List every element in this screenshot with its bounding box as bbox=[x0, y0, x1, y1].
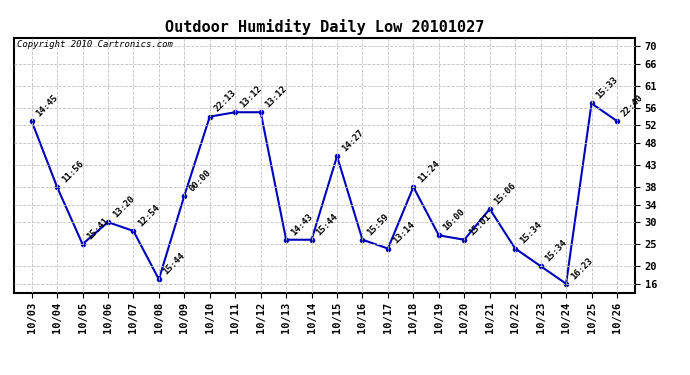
Text: 22:40: 22:40 bbox=[620, 93, 645, 118]
Text: 15:33: 15:33 bbox=[594, 75, 620, 100]
Text: 13:20: 13:20 bbox=[111, 194, 136, 219]
Text: 15:34: 15:34 bbox=[544, 238, 569, 263]
Text: 11:56: 11:56 bbox=[60, 159, 85, 184]
Text: 15:41: 15:41 bbox=[86, 216, 110, 242]
Text: 16:23: 16:23 bbox=[569, 255, 594, 281]
Text: 15:01: 15:01 bbox=[467, 211, 493, 237]
Text: 14:43: 14:43 bbox=[289, 211, 314, 237]
Text: 15:34: 15:34 bbox=[518, 220, 543, 246]
Title: Outdoor Humidity Daily Low 20101027: Outdoor Humidity Daily Low 20101027 bbox=[165, 19, 484, 35]
Text: 15:06: 15:06 bbox=[493, 181, 518, 206]
Text: 11:24: 11:24 bbox=[416, 159, 442, 184]
Text: 13:12: 13:12 bbox=[264, 84, 289, 110]
Text: 12:54: 12:54 bbox=[136, 203, 161, 228]
Text: 14:45: 14:45 bbox=[34, 93, 60, 118]
Text: 16:00: 16:00 bbox=[442, 207, 467, 232]
Text: 15:44: 15:44 bbox=[161, 251, 187, 276]
Text: 13:12: 13:12 bbox=[238, 84, 264, 110]
Text: 00:00: 00:00 bbox=[187, 168, 213, 193]
Text: 13:14: 13:14 bbox=[391, 220, 416, 246]
Text: 15:59: 15:59 bbox=[365, 211, 391, 237]
Text: Copyright 2010 Cartronics.com: Copyright 2010 Cartronics.com bbox=[17, 40, 172, 49]
Text: 15:44: 15:44 bbox=[315, 211, 339, 237]
Text: 22:13: 22:13 bbox=[213, 88, 238, 114]
Text: 14:27: 14:27 bbox=[339, 128, 365, 153]
